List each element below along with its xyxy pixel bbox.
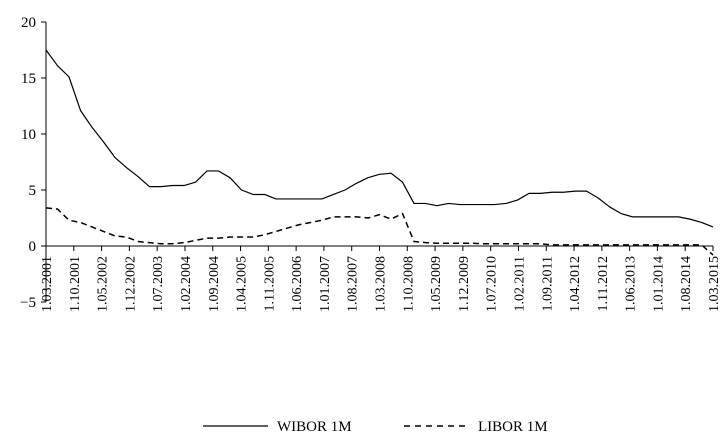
y-tick-label: 20 — [21, 15, 36, 31]
x-tick-label: 1.02.2004 — [179, 256, 194, 312]
y-tick-label: 10 — [21, 127, 36, 143]
x-tick-label: 1.05.2009 — [429, 256, 444, 312]
x-tick-label: 1.07.2010 — [485, 256, 500, 312]
x-tick-label: 1.02.2011 — [512, 256, 527, 311]
x-tick-label: 1.10.2008 — [401, 256, 416, 312]
series-line-libor — [45, 207, 714, 256]
x-tick-label: 1.12.2002 — [123, 256, 138, 312]
x-tick-label: 1.06.2013 — [624, 256, 639, 312]
x-tick-label: 1.06.2006 — [290, 256, 305, 312]
x-tick-label: 1.04.2012 — [568, 256, 583, 312]
x-tick-label: 1.09.2011 — [540, 256, 555, 311]
x-tick-label: 1.12.2009 — [457, 256, 472, 312]
y-tick-label: 0 — [29, 239, 37, 255]
y-axis: −5 0 5 10 15 20 — [20, 15, 47, 311]
legend: WIBOR 1M LIBOR 1M — [203, 419, 548, 434]
series-line-wibor — [45, 49, 714, 228]
x-tick-label: 1.10.2001 — [68, 256, 83, 312]
x-tick-label: 1.08.2014 — [679, 256, 694, 312]
x-tick-label: 1.05.2002 — [96, 256, 111, 312]
y-tick-label: 5 — [29, 183, 37, 199]
x-tick-label: 1.07.2003 — [151, 256, 166, 312]
x-tick-label: 1.09.2004 — [207, 256, 222, 312]
y-tick-label: 15 — [21, 71, 36, 87]
x-tick-label: 1.11.2012 — [596, 256, 611, 311]
x-tick-label: 1.03.2015 — [707, 256, 721, 312]
x-tick-label: 1.11.2005 — [262, 256, 277, 311]
legend-label-libor: LIBOR 1M — [478, 419, 548, 434]
legend-label-wibor: WIBOR 1M — [277, 419, 352, 434]
x-tick-label: 1.04.2005 — [235, 256, 250, 312]
x-tick-label: 1.01.2014 — [651, 256, 666, 312]
x-tick-label: 1.08.2007 — [346, 256, 361, 312]
x-tick-label: 1.01.2007 — [318, 256, 333, 312]
y-tick-label: −5 — [20, 295, 36, 311]
series-layer — [45, 49, 714, 256]
x-tick-label: 1.03.2001 — [40, 256, 55, 312]
x-tick-label: 1.03.2008 — [374, 256, 389, 312]
x-axis: 1.03.2001 1.10.2001 1.05.2002 1.12.2002 1.07… — [40, 245, 721, 312]
